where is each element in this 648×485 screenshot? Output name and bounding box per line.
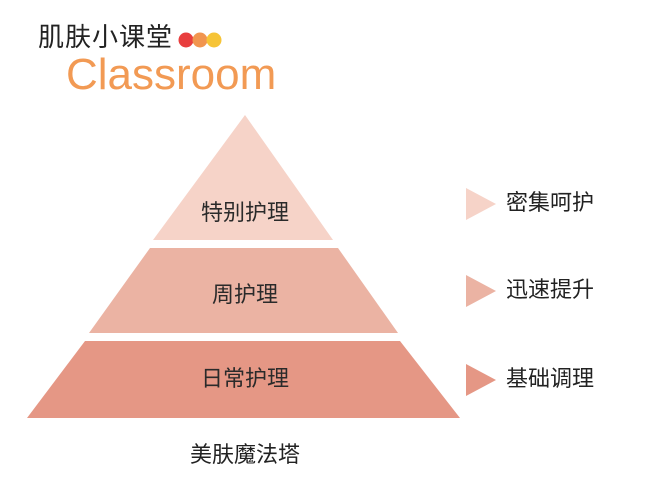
logo-dots-icon	[178, 32, 222, 48]
logo-dot-orange	[192, 32, 208, 48]
legend-label: 基础调理	[506, 367, 595, 392]
legend-triangle-icon	[466, 188, 496, 220]
legend-triangle-icon	[466, 364, 496, 396]
legend-triangle-icon	[466, 275, 496, 307]
logo-dot-red	[178, 32, 194, 48]
legend-label: 密集呵护	[506, 191, 595, 216]
logo-subtitle: Classroom	[66, 50, 277, 99]
pyramid-caption: 美肤魔法塔	[189, 443, 300, 468]
legend-label: 迅速提升	[506, 278, 595, 303]
pyramid-tier-middle	[89, 248, 398, 333]
logo-title: 肌肤小课堂	[38, 23, 174, 53]
logo-dot-yellow	[206, 32, 222, 48]
tier-label-daily-care: 日常护理	[200, 367, 289, 392]
pyramid-tier-top	[153, 115, 333, 240]
tier-label-weekly-care: 周护理	[211, 283, 278, 308]
tier-label-special-care: 特别护理	[200, 201, 289, 226]
pyramid-tier-bottom	[27, 341, 460, 418]
